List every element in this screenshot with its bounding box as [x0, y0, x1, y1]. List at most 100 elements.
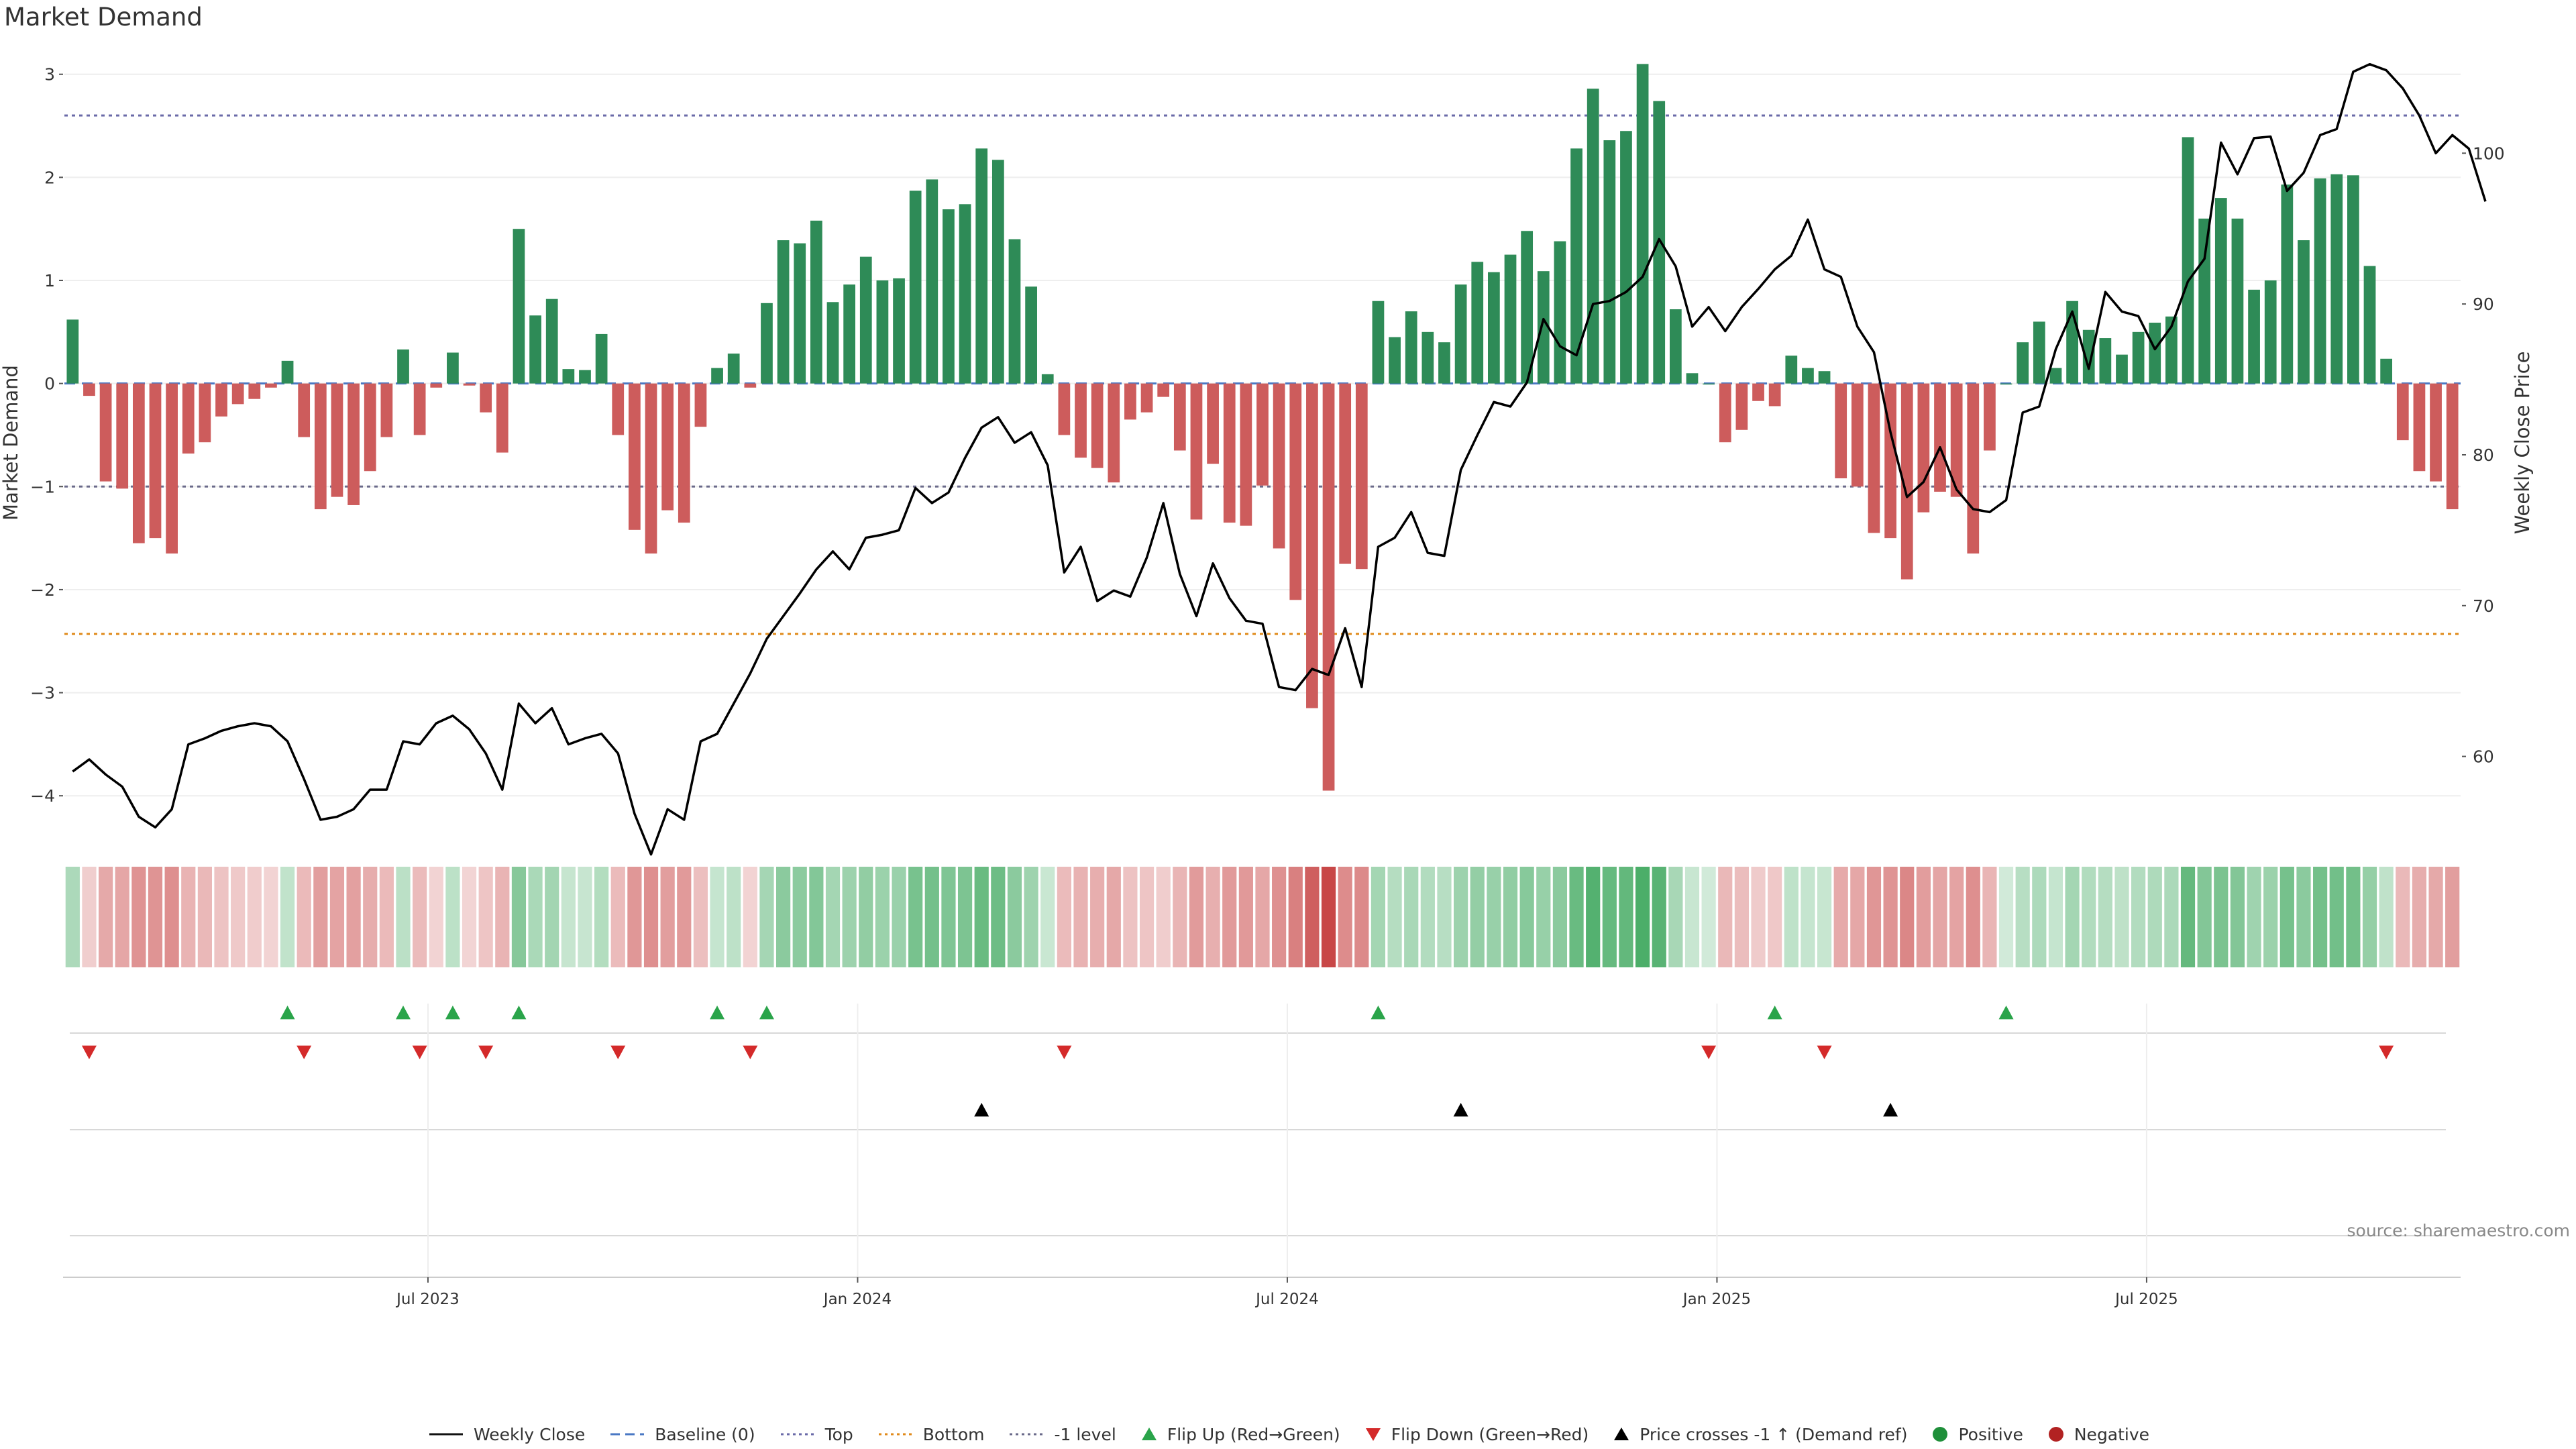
flip-down-marker [2379, 1045, 2394, 1059]
heat-cell [792, 867, 807, 967]
demand-bar [380, 383, 393, 437]
triangle-up-icon [1141, 1428, 1157, 1440]
legend-item-bottom: Bottom [876, 1424, 985, 1444]
flip-up-marker [445, 1006, 460, 1020]
demand-bar [314, 383, 327, 510]
demand-bar [231, 383, 244, 405]
demand-bar [298, 383, 311, 437]
heat-cell [1371, 867, 1386, 967]
demand-bar [215, 383, 227, 417]
flip-down-marker [610, 1045, 626, 1059]
heat-cell [2214, 867, 2229, 967]
heat-cell [1718, 867, 1733, 967]
demand-bar [397, 349, 409, 384]
heat-cell [1569, 867, 1584, 967]
demand-bar [463, 383, 476, 386]
heat-cell [743, 867, 757, 967]
demand-bar [2380, 358, 2393, 384]
demand-bar [2248, 289, 2260, 384]
heat-cell [1982, 867, 1997, 967]
heat-cell [264, 867, 278, 967]
demand-bar [1173, 383, 1186, 451]
demand-bar [694, 383, 707, 427]
heat-cell [1420, 867, 1435, 967]
demand-bar [744, 383, 757, 388]
demand-bar [1108, 383, 1120, 483]
heat-cell [561, 867, 576, 967]
heat-cell [710, 867, 724, 967]
demand-bar [545, 299, 558, 384]
demand-bar [2149, 323, 2161, 384]
heat-cell [1007, 867, 1022, 967]
demand-bar [1140, 383, 1153, 413]
heat-cell [1189, 867, 1204, 967]
demand-bar [893, 278, 905, 384]
flip-up-marker [1998, 1006, 2014, 1020]
y-tick-label: −1 [30, 477, 55, 496]
flip-up-marker [280, 1006, 295, 1020]
heat-cell [2379, 867, 2394, 967]
demand-bar [661, 383, 674, 511]
heat-cell [1536, 867, 1551, 967]
legend-item-negative: Negative [2046, 1425, 2149, 1444]
heat-cell [892, 867, 906, 967]
demand-bar [2446, 383, 2459, 510]
flip-down-marker [412, 1045, 427, 1059]
heat-cell [2048, 867, 2063, 967]
demand-bar [711, 368, 723, 384]
legend-label: Bottom [922, 1424, 985, 1444]
heat-cell [2313, 867, 2328, 967]
demand-bar [1818, 371, 1831, 384]
heat-cell [594, 867, 609, 967]
source-credit: source: sharemaestro.com [2347, 1221, 2571, 1240]
heat-cell [1238, 867, 1253, 967]
y-axis-label: Market Demand [0, 365, 22, 521]
demand-bar [1587, 89, 1599, 384]
demand-bar [810, 220, 822, 384]
demand-bar [1868, 383, 1880, 533]
demand-bar [2314, 178, 2326, 384]
heat-cell [2279, 867, 2294, 967]
heat-cell [1139, 867, 1155, 967]
demand-bar [1223, 383, 1236, 523]
demand-bar [83, 383, 95, 396]
heat-cell [2230, 867, 2245, 967]
dotted-line-icon [1010, 1433, 1044, 1436]
heat-cell [1354, 867, 1369, 967]
demand-bar [1653, 101, 1666, 384]
legend-label: Flip Down (Green→Red) [1391, 1424, 1589, 1444]
demand-bar [1289, 383, 1302, 600]
demand-bar [2165, 316, 2178, 384]
demand-heat-strip [65, 867, 2460, 967]
demand-bar [2231, 218, 2244, 384]
demand-bar [2430, 383, 2442, 482]
y2-axis-label: Weekly Close Price [2511, 352, 2534, 535]
y2-tick-label: 80 [2473, 445, 2494, 465]
y-tick-label: −3 [30, 684, 55, 703]
heat-cell [2180, 867, 2196, 967]
legend-item-price-cross: Price crosses -1 ↑ (Demand ref) [1611, 1425, 1907, 1444]
legend-label: Flip Up (Red→Green) [1167, 1424, 1340, 1444]
legend-label: Weekly Close [473, 1424, 586, 1444]
heat-cell [627, 867, 642, 967]
demand-bar [1735, 383, 1748, 430]
demand-bar [859, 256, 872, 384]
demand-bar [1719, 383, 1731, 443]
flip-up-marker [511, 1006, 527, 1020]
demand-bar [331, 383, 343, 497]
legend-item-positive: Positive [1930, 1425, 2023, 1444]
legend-item-top: Top [778, 1425, 853, 1444]
demand-bar [1008, 239, 1021, 384]
demand-bar [991, 160, 1004, 384]
heat-cell [2082, 867, 2096, 967]
heat-cell [329, 867, 345, 967]
triangle-down-icon [1365, 1428, 1381, 1441]
dotted-line-icon [878, 1433, 912, 1436]
y2-tick-label: 90 [2473, 294, 2494, 314]
demand-bar [265, 383, 277, 388]
chart-title: Market Demand [4, 3, 203, 32]
heat-cell [2114, 867, 2129, 967]
heat-cell [214, 867, 229, 967]
demand-bar [678, 383, 690, 523]
dotted-line-icon [780, 1433, 814, 1436]
